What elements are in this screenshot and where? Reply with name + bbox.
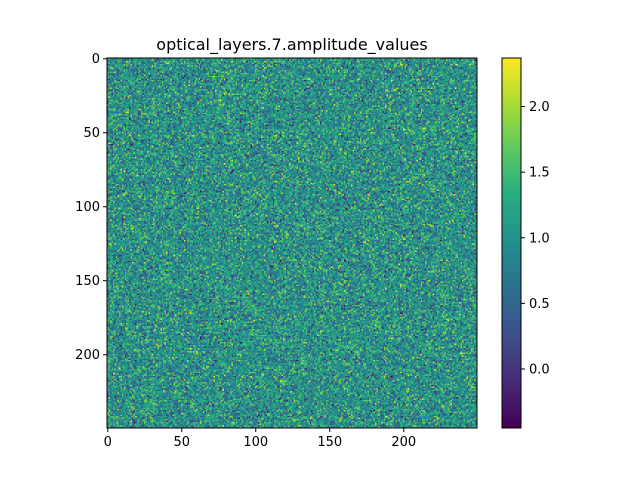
colorbar-tick-label: 0.5 — [529, 297, 550, 312]
colorbar-gradient — [502, 58, 521, 428]
colorbar-tick-label: 1.0 — [529, 231, 550, 246]
colorbar-axis: 0.0 0.5 1.0 1.5 2.0 — [521, 100, 550, 377]
colorbar-tick-label: 2.0 — [529, 100, 550, 115]
y-tick-label: 50 — [83, 126, 100, 141]
x-axis: 0 50 100 150 200 — [104, 428, 416, 450]
colorbar-frame — [501, 57, 522, 429]
y-axis: 0 50 100 150 200 — [75, 52, 107, 363]
chart-title: optical_layers.7.amplitude_values — [156, 35, 427, 55]
x-tick-label: 200 — [391, 435, 416, 450]
y-tick-label: 150 — [75, 274, 100, 289]
plot-frame — [106, 57, 478, 429]
x-tick-label: 150 — [317, 435, 342, 450]
y-tick-label: 100 — [75, 200, 100, 215]
x-tick-label: 50 — [173, 435, 190, 450]
x-tick-label: 0 — [104, 435, 112, 450]
heatmap-image — [107, 58, 477, 428]
y-tick-label: 0 — [92, 52, 100, 67]
colorbar-tick-label: 0.0 — [529, 362, 550, 377]
y-tick-label: 200 — [75, 348, 100, 363]
x-tick-label: 100 — [243, 435, 268, 450]
colorbar-tick-label: 1.5 — [529, 166, 550, 181]
